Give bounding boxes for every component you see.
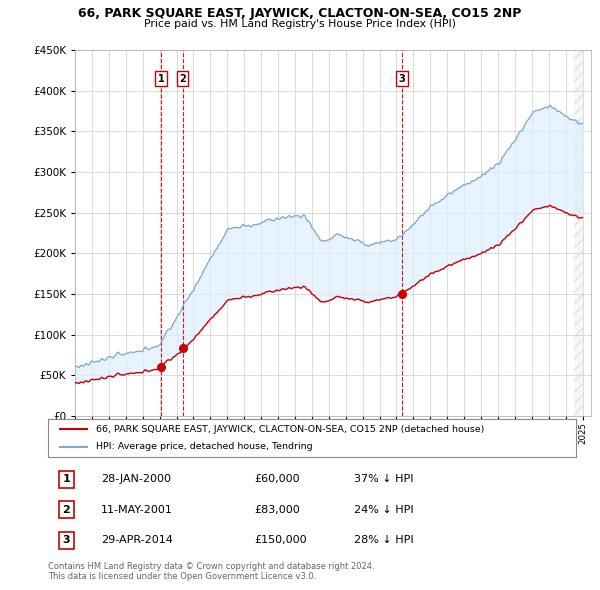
- Text: £60,000: £60,000: [254, 474, 299, 484]
- Text: 3: 3: [62, 535, 70, 545]
- Text: Contains HM Land Registry data © Crown copyright and database right 2024.
This d: Contains HM Land Registry data © Crown c…: [48, 562, 374, 581]
- Text: 11-MAY-2001: 11-MAY-2001: [101, 505, 173, 514]
- Text: 37% ↓ HPI: 37% ↓ HPI: [354, 474, 414, 484]
- Text: 66, PARK SQUARE EAST, JAYWICK, CLACTON-ON-SEA, CO15 2NP (detached house): 66, PARK SQUARE EAST, JAYWICK, CLACTON-O…: [95, 425, 484, 434]
- Text: 3: 3: [398, 74, 406, 84]
- Text: 2: 2: [62, 505, 70, 514]
- Text: 1: 1: [158, 74, 164, 84]
- Text: 28% ↓ HPI: 28% ↓ HPI: [354, 535, 414, 545]
- Text: Price paid vs. HM Land Registry's House Price Index (HPI): Price paid vs. HM Land Registry's House …: [144, 19, 456, 30]
- Text: 24% ↓ HPI: 24% ↓ HPI: [354, 505, 414, 514]
- Text: £83,000: £83,000: [254, 505, 299, 514]
- Text: 2: 2: [179, 74, 186, 84]
- Text: 28-JAN-2000: 28-JAN-2000: [101, 474, 171, 484]
- Text: £150,000: £150,000: [254, 535, 307, 545]
- Text: 1: 1: [62, 474, 70, 484]
- Text: HPI: Average price, detached house, Tendring: HPI: Average price, detached house, Tend…: [95, 442, 312, 451]
- Text: 66, PARK SQUARE EAST, JAYWICK, CLACTON-ON-SEA, CO15 2NP: 66, PARK SQUARE EAST, JAYWICK, CLACTON-O…: [79, 7, 521, 20]
- Text: 29-APR-2014: 29-APR-2014: [101, 535, 173, 545]
